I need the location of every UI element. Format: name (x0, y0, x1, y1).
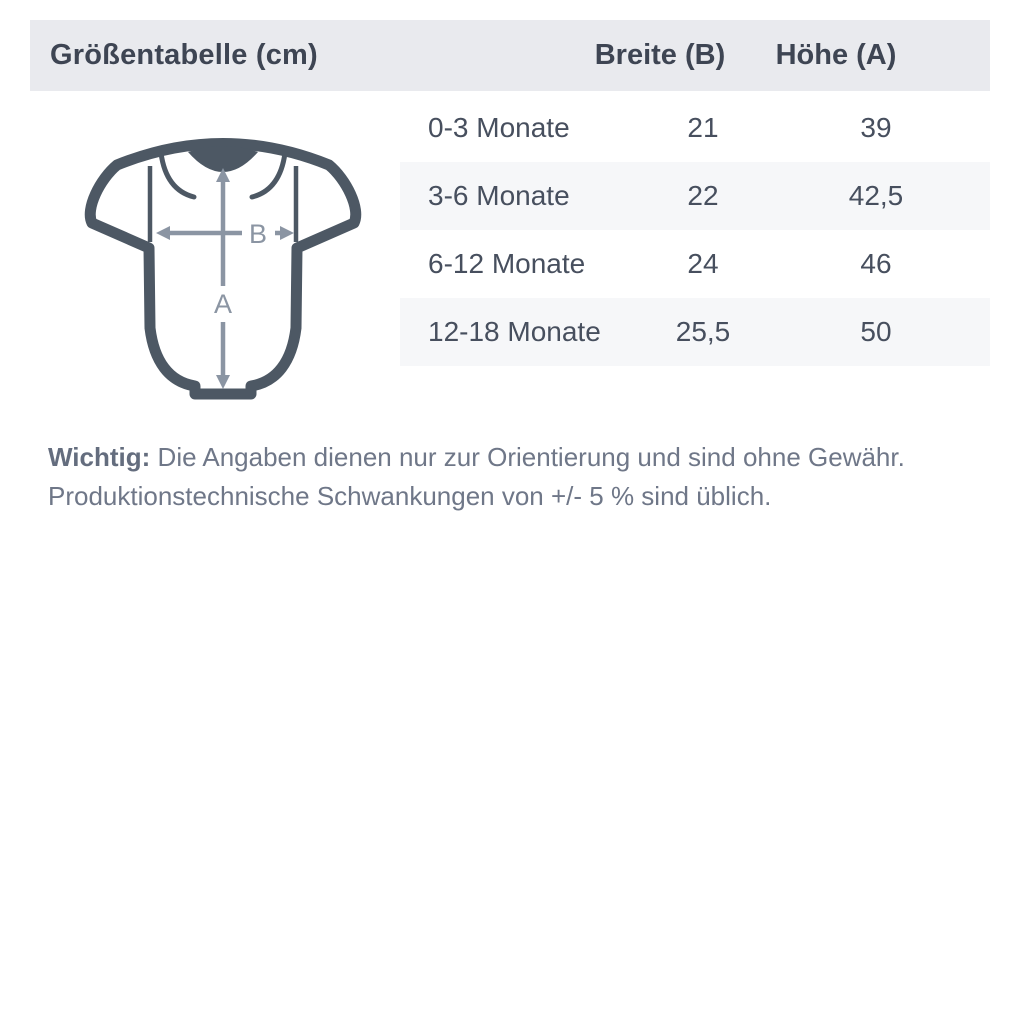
breite-value: 24 (687, 248, 719, 279)
hoehe-value: 42,5 (848, 180, 904, 211)
column-header-breite: Breite (B) (594, 39, 726, 71)
dimension-label-width: B (249, 219, 267, 249)
baby-bodysuit-illustration: A B (84, 126, 366, 410)
size-label: 0-3 Monate (428, 112, 570, 143)
disclaimer-prefix: Wichtig: (48, 442, 151, 472)
size-table: 0-3 Monate 21 39 3-6 Monate 22 42,5 6-12… (400, 94, 990, 366)
table-header-bar: Größentabelle (cm) Breite (B) Höhe (A) (30, 20, 990, 91)
neck-fold-left (158, 150, 197, 200)
dimension-label-height: A (214, 289, 232, 319)
neck-opening (188, 146, 258, 172)
table-row: 3-6 Monate 22 42,5 (400, 162, 990, 230)
table-row: 6-12 Monate 24 46 (400, 230, 990, 298)
bodysuit-outline (84, 138, 362, 400)
disclaimer-line2: Produktionstechnische Schwankungen von +… (48, 481, 772, 511)
table-row: 0-3 Monate 21 39 (400, 94, 990, 162)
size-label: 12-18 Monate (428, 316, 601, 347)
width-arrow (156, 226, 294, 240)
page-title: Größentabelle (cm) (50, 39, 318, 71)
disclaimer-line1: Die Angaben dienen nur zur Orientierung … (157, 442, 905, 472)
size-label: 3-6 Monate (428, 180, 570, 211)
size-label: 6-12 Monate (428, 248, 586, 279)
table-row: 12-18 Monate 25,5 50 (400, 298, 990, 366)
disclaimer-note: Wichtig: Die Angaben dienen nur zur Orie… (48, 438, 992, 516)
breite-value: 25,5 (675, 316, 731, 347)
hoehe-value: 46 (860, 248, 892, 279)
hoehe-value: 39 (860, 112, 892, 143)
breite-value: 22 (687, 180, 719, 211)
neck-fold-right (249, 150, 288, 200)
height-arrow (216, 168, 230, 389)
hoehe-value: 50 (860, 316, 892, 347)
breite-value: 21 (687, 112, 719, 143)
column-header-hoehe: Höhe (A) (775, 39, 897, 71)
